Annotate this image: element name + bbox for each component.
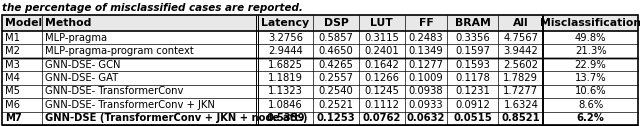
Text: M3: M3 [5, 59, 20, 70]
Text: 0.1597: 0.1597 [456, 46, 490, 56]
Text: 0.8521: 0.8521 [501, 113, 540, 123]
Text: 0.1277: 0.1277 [408, 59, 444, 70]
Text: 0.1245: 0.1245 [364, 86, 399, 96]
Text: Model: Model [5, 18, 42, 28]
Text: 0.1593: 0.1593 [456, 59, 490, 70]
Text: 0.1253: 0.1253 [317, 113, 355, 123]
Text: M2: M2 [5, 46, 20, 56]
Text: 3.9442: 3.9442 [504, 46, 538, 56]
Bar [2, 15, 638, 31]
Text: 0.0912: 0.0912 [456, 100, 490, 110]
Text: 0.0933: 0.0933 [409, 100, 444, 110]
Text: 0.1642: 0.1642 [364, 59, 399, 70]
Text: BRAM: BRAM [455, 18, 491, 28]
Text: 0.2483: 0.2483 [409, 33, 444, 43]
Text: 0.1349: 0.1349 [408, 46, 444, 56]
Text: GNN-DSE (TransformerConv + JKN + node att.): GNN-DSE (TransformerConv + JKN + node at… [45, 113, 308, 123]
Text: FF: FF [419, 18, 433, 28]
Text: GNN-DSE- TransformerConv: GNN-DSE- TransformerConv [45, 86, 184, 96]
Text: LUT: LUT [371, 18, 393, 28]
Bar [2, 15, 638, 125]
Text: 0.2540: 0.2540 [319, 86, 353, 96]
Text: 8.6%: 8.6% [578, 100, 604, 110]
Text: 0.4265: 0.4265 [319, 59, 353, 70]
Text: Method: Method [45, 18, 92, 28]
Text: 0.0515: 0.0515 [454, 113, 492, 123]
Text: All: All [513, 18, 529, 28]
Text: M1: M1 [5, 33, 20, 43]
Text: 0.2521: 0.2521 [319, 100, 353, 110]
Text: M4: M4 [5, 73, 20, 83]
Text: 0.2557: 0.2557 [319, 73, 353, 83]
Text: M7: M7 [5, 113, 22, 123]
Text: 1.7829: 1.7829 [503, 73, 538, 83]
Text: Latency: Latency [261, 18, 309, 28]
Text: 0.4650: 0.4650 [319, 46, 353, 56]
Text: 0.1266: 0.1266 [364, 73, 399, 83]
Text: 0.3115: 0.3115 [364, 33, 399, 43]
Text: the percentage of misclassified cases are reported.: the percentage of misclassified cases ar… [2, 3, 303, 13]
Text: GNN-DSE- GCN: GNN-DSE- GCN [45, 59, 121, 70]
Text: 0.1009: 0.1009 [408, 73, 444, 83]
Text: 1.6825: 1.6825 [268, 59, 303, 70]
Text: M6: M6 [5, 100, 20, 110]
Text: 0.0938: 0.0938 [409, 86, 444, 96]
Text: DSP: DSP [324, 18, 348, 28]
Text: 1.0846: 1.0846 [268, 100, 303, 110]
Text: 6.2%: 6.2% [577, 113, 605, 123]
Text: Misclassification: Misclassification [540, 18, 640, 28]
Text: 0.2401: 0.2401 [364, 46, 399, 56]
Text: 2.9444: 2.9444 [268, 46, 303, 56]
Text: 0.1231: 0.1231 [456, 86, 490, 96]
Text: M5: M5 [5, 86, 20, 96]
Text: MLP-pragma: MLP-pragma [45, 33, 108, 43]
Text: 2.5602: 2.5602 [503, 59, 538, 70]
Text: 49.8%: 49.8% [575, 33, 606, 43]
Text: 0.0632: 0.0632 [407, 113, 445, 123]
Text: 1.1323: 1.1323 [268, 86, 303, 96]
Text: 4.7567: 4.7567 [503, 33, 538, 43]
Text: 0.0762: 0.0762 [363, 113, 401, 123]
Text: 10.6%: 10.6% [575, 86, 607, 96]
Text: 13.7%: 13.7% [575, 73, 607, 83]
Text: GNN-DSE- GAT: GNN-DSE- GAT [45, 73, 119, 83]
Text: 21.3%: 21.3% [575, 46, 607, 56]
Text: 22.9%: 22.9% [575, 59, 607, 70]
Text: 1.6324: 1.6324 [504, 100, 538, 110]
Text: 0.3356: 0.3356 [456, 33, 490, 43]
Text: 1.7277: 1.7277 [503, 86, 538, 96]
Text: 0.5359: 0.5359 [266, 113, 305, 123]
Text: 0.1178: 0.1178 [456, 73, 490, 83]
Text: GNN-DSE- TransformerConv + JKN: GNN-DSE- TransformerConv + JKN [45, 100, 215, 110]
Text: 0.1112: 0.1112 [364, 100, 399, 110]
Text: 0.5857: 0.5857 [319, 33, 353, 43]
Text: 1.1819: 1.1819 [268, 73, 303, 83]
Text: MLP-pragma-program context: MLP-pragma-program context [45, 46, 194, 56]
Text: 3.2756: 3.2756 [268, 33, 303, 43]
